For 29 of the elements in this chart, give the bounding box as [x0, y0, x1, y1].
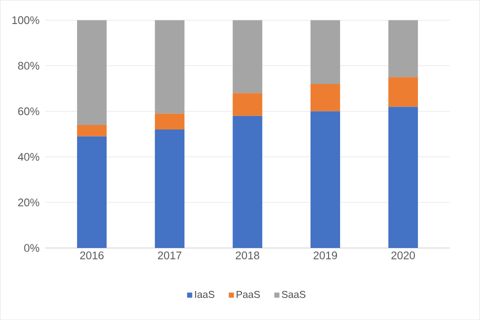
x-tick-label: 2018: [236, 251, 260, 260]
bar: [77, 124, 107, 136]
y-tick-label: 60%: [18, 107, 40, 116]
legend-label: PaaS: [236, 290, 260, 298]
bar: [154, 129, 184, 248]
y-tick-label: 80%: [18, 62, 40, 70]
bar: [232, 116, 262, 248]
x-tick-label: 2017: [158, 251, 182, 260]
legend-label: SaaS: [282, 290, 306, 298]
bar: [388, 20, 418, 78]
bar: [310, 20, 340, 84]
y-tick-label: 0%: [24, 244, 40, 252]
x-tick-label: 2019: [314, 251, 338, 260]
y-tick-label: 100%: [12, 16, 40, 24]
legend-label: IaaS: [195, 290, 214, 298]
bar: [232, 20, 262, 94]
bar: [232, 93, 262, 116]
x-tick-label: 2016: [80, 251, 104, 260]
bar: [77, 20, 107, 125]
bar: [154, 114, 184, 130]
bar: [154, 20, 184, 114]
y-tick-label: 20%: [18, 198, 40, 206]
bar: [388, 106, 418, 248]
bar: [310, 111, 340, 248]
bar: [77, 136, 107, 248]
y-tick-label: 40%: [18, 152, 40, 161]
x-tick-label: 2020: [391, 251, 415, 260]
bar: [310, 84, 340, 112]
bar: [388, 77, 418, 107]
